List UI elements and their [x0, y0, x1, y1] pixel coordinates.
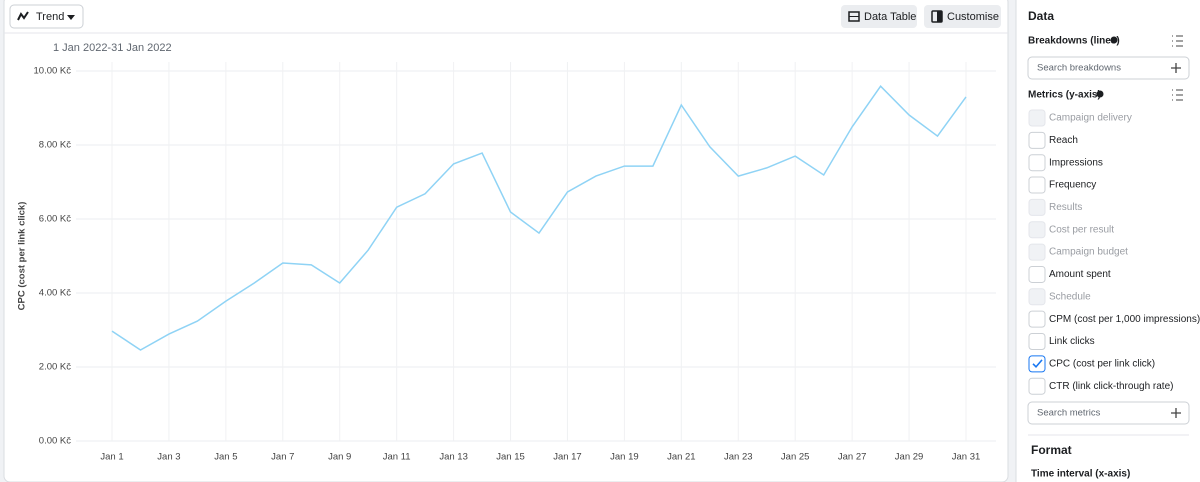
x-tick-label: Jan 23	[724, 452, 753, 463]
x-tick-label: Jan 15	[496, 452, 525, 463]
metric-label: Link clicks	[1049, 336, 1095, 347]
metric-option[interactable]: CPM (cost per 1,000 impressions)	[1028, 310, 1200, 328]
metric-option[interactable]: Amount spent	[1028, 265, 1111, 283]
y-axis-title: CPC (cost per link click)	[17, 202, 28, 311]
x-tick-label: Jan 13	[439, 452, 468, 463]
checkbox	[1028, 154, 1046, 172]
section-label: Breakdowns (lines)	[1028, 36, 1120, 47]
metric-label: Results	[1049, 202, 1082, 213]
checkbox	[1028, 310, 1046, 328]
metric-label: CPC (cost per link click)	[1049, 358, 1155, 369]
x-tick-label: Jan 17	[553, 452, 582, 463]
x-tick-label: Jan 7	[271, 452, 294, 463]
metric-option: Schedule	[1028, 288, 1091, 306]
section-title: Format	[1031, 443, 1072, 457]
x-tick-label: Jan 9	[328, 452, 351, 463]
view-dropdown[interactable]: Trend	[9, 4, 84, 29]
metric-option[interactable]: CPC (cost per link click)	[1028, 355, 1155, 373]
button-label: Data Table	[864, 11, 916, 23]
metric-option[interactable]: Link clicks	[1028, 333, 1095, 350]
metric-option[interactable]: Frequency	[1028, 176, 1096, 194]
metric-option: Campaign budget	[1028, 243, 1128, 261]
y-tick-label: 10.00 Kč	[34, 66, 72, 77]
metric-option: Cost per result	[1028, 221, 1114, 239]
data-line	[111, 85, 967, 351]
y-tick-label: 6.00 Kč	[39, 214, 71, 225]
checkbox	[1028, 288, 1046, 306]
x-tick-label: Jan 27	[838, 452, 867, 463]
checkbox	[1028, 265, 1046, 283]
section-label: Metrics (y-axis)	[1028, 90, 1101, 101]
metric-label: Schedule	[1049, 291, 1091, 302]
info-icon	[1096, 90, 1104, 98]
checkbox	[1028, 355, 1046, 373]
checkbox	[1028, 131, 1046, 149]
metric-label: Campaign delivery	[1049, 113, 1132, 124]
checkbox	[1028, 221, 1046, 239]
x-tick-label: Jan 1	[100, 452, 123, 463]
view-label: Trend	[36, 11, 64, 23]
metric-label: CTR (link click-through rate)	[1049, 381, 1173, 392]
x-tick-label: Jan 31	[952, 452, 981, 463]
button-label: Customise	[947, 11, 999, 23]
checkbox	[1028, 109, 1046, 127]
search-metrics[interactable]: Search metrics	[1027, 401, 1190, 425]
x-tick-label: Jan 5	[214, 452, 237, 463]
metric-option: Results	[1028, 198, 1082, 216]
x-tick-label: Jan 19	[610, 452, 639, 463]
y-tick-label: 4.00 Kč	[39, 288, 71, 299]
data-table-button[interactable]: Data Table	[841, 5, 917, 28]
customise-button[interactable]: Customise	[924, 5, 1001, 28]
checkbox	[1028, 243, 1046, 261]
y-tick-label: 2.00 Kč	[39, 362, 71, 373]
metric-option[interactable]: Reach	[1028, 131, 1078, 149]
x-tick-label: Jan 3	[157, 452, 180, 463]
x-tick-label: Jan 29	[895, 452, 924, 463]
list-icon[interactable]	[1172, 35, 1183, 47]
checkbox	[1028, 176, 1046, 194]
metric-option[interactable]: Impressions	[1028, 154, 1103, 172]
list-icon[interactable]	[1172, 89, 1183, 101]
sidebar-title: Data	[1028, 9, 1054, 23]
search-placeholder: Search breakdowns	[1037, 63, 1121, 74]
section-label: Time interval (x-axis)	[1031, 469, 1130, 480]
date-range: 1 Jan 2022-31 Jan 2022	[53, 42, 172, 54]
x-tick-label: Jan 21	[667, 452, 696, 463]
metric-option: Campaign delivery	[1028, 109, 1132, 127]
y-tick-label: 8.00 Kč	[39, 140, 71, 151]
metric-label: Frequency	[1049, 180, 1096, 191]
metric-label: CPM (cost per 1,000 impressions)	[1049, 314, 1200, 325]
checkbox	[1028, 333, 1046, 350]
info-icon	[1110, 36, 1118, 44]
checkbox	[1028, 198, 1046, 216]
metric-label: Impressions	[1049, 157, 1103, 168]
x-tick-label: Jan 25	[781, 452, 810, 463]
search-breakdowns[interactable]: Search breakdowns	[1027, 56, 1190, 80]
chart-card	[3, 0, 1009, 482]
x-tick-label: Jan 11	[383, 452, 411, 463]
search-placeholder: Search metrics	[1037, 408, 1101, 419]
metric-label: Amount spent	[1049, 269, 1111, 280]
checkbox	[1028, 377, 1046, 395]
metric-label: Cost per result	[1049, 224, 1114, 235]
check-mark	[1032, 359, 1043, 369]
y-tick-label: 0.00 Kč	[39, 436, 71, 447]
metric-label: Campaign budget	[1049, 247, 1128, 258]
metric-option[interactable]: CTR (link click-through rate)	[1028, 377, 1173, 395]
metric-label: Reach	[1049, 135, 1078, 146]
